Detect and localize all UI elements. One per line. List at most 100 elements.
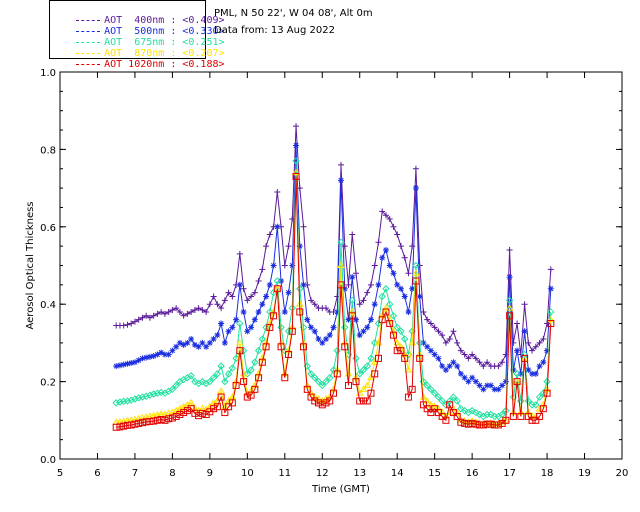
legend-item-400: AOT 400nm : <0.409> bbox=[52, 3, 225, 26]
data-point bbox=[486, 419, 495, 426]
data-point bbox=[435, 328, 442, 335]
data-point bbox=[510, 366, 517, 373]
date-text: Data from: 13 Aug 2022 bbox=[214, 25, 335, 36]
data-point bbox=[453, 412, 461, 420]
data-point bbox=[348, 312, 356, 320]
data-point bbox=[281, 308, 288, 315]
data-point bbox=[263, 293, 270, 300]
data-point bbox=[254, 346, 263, 355]
data-point bbox=[188, 336, 195, 343]
data-point bbox=[127, 421, 135, 429]
data-point bbox=[371, 301, 378, 308]
data-point bbox=[273, 285, 281, 293]
data-point bbox=[367, 389, 375, 397]
data-point bbox=[259, 266, 266, 273]
data-point bbox=[367, 316, 374, 323]
legend-item-870: AOT 870nm : <0.207> bbox=[52, 36, 225, 59]
data-point bbox=[258, 335, 267, 343]
data-point bbox=[539, 405, 547, 413]
data-point bbox=[532, 343, 539, 350]
x-tick-label: 10 bbox=[241, 468, 254, 479]
data-point bbox=[218, 320, 225, 327]
data-point bbox=[404, 366, 413, 373]
data-point bbox=[435, 355, 442, 362]
data-point bbox=[535, 404, 544, 412]
data-point bbox=[439, 363, 446, 370]
data-point bbox=[359, 366, 368, 374]
data-point bbox=[386, 216, 393, 223]
data-point bbox=[274, 223, 281, 230]
data-point bbox=[146, 417, 154, 425]
data-point bbox=[214, 301, 221, 308]
data-point bbox=[326, 332, 333, 339]
legend-label-400: AOT 400nm : <0.409> bbox=[104, 15, 225, 26]
data-point bbox=[464, 420, 472, 428]
data-point bbox=[389, 331, 397, 339]
data-point bbox=[184, 339, 191, 346]
legend-swatch-675 bbox=[76, 41, 101, 43]
data-point bbox=[314, 395, 323, 402]
data-point bbox=[453, 408, 462, 416]
series-line-1 bbox=[116, 145, 552, 391]
data-point bbox=[127, 396, 135, 404]
data-point bbox=[352, 354, 360, 363]
data-point bbox=[146, 391, 154, 399]
data-point bbox=[514, 320, 521, 327]
data-point bbox=[135, 316, 142, 323]
data-point bbox=[255, 308, 262, 315]
data-point bbox=[513, 370, 521, 378]
data-point bbox=[412, 165, 419, 172]
data-point bbox=[461, 351, 468, 358]
data-point bbox=[531, 412, 540, 419]
data-point bbox=[524, 412, 532, 420]
data-point bbox=[371, 262, 378, 269]
data-point bbox=[401, 354, 409, 362]
data-point bbox=[450, 328, 457, 335]
data-point bbox=[333, 370, 341, 378]
data-point bbox=[431, 405, 439, 413]
data-point bbox=[225, 289, 232, 296]
data-point bbox=[535, 393, 544, 401]
data-point bbox=[161, 351, 168, 358]
data-point bbox=[547, 266, 554, 273]
data-point bbox=[311, 301, 318, 308]
data-point bbox=[326, 397, 334, 405]
data-point bbox=[169, 307, 176, 314]
data-point bbox=[293, 123, 300, 130]
data-point bbox=[416, 293, 423, 300]
data-point bbox=[472, 378, 479, 385]
data-point bbox=[400, 335, 409, 343]
data-point bbox=[112, 399, 120, 407]
data-point bbox=[176, 410, 184, 418]
data-point bbox=[525, 366, 532, 373]
data-point bbox=[461, 374, 468, 381]
data-point bbox=[285, 289, 292, 296]
data-point bbox=[442, 339, 449, 346]
data-point bbox=[480, 363, 487, 370]
data-point bbox=[483, 420, 491, 428]
data-point bbox=[394, 231, 401, 238]
data-point bbox=[502, 378, 509, 385]
data-point bbox=[528, 412, 536, 419]
x-tick-label: 11 bbox=[278, 468, 291, 479]
data-point bbox=[180, 409, 188, 417]
data-point bbox=[131, 420, 139, 428]
data-point bbox=[475, 410, 484, 419]
data-point bbox=[116, 398, 124, 406]
y-tick-label: 0.4 bbox=[40, 300, 56, 311]
data-point bbox=[288, 327, 296, 335]
data-point bbox=[143, 312, 150, 319]
data-point bbox=[131, 359, 138, 366]
data-point bbox=[143, 354, 150, 361]
data-point bbox=[438, 397, 446, 405]
data-point bbox=[434, 393, 443, 401]
data-point bbox=[251, 358, 259, 366]
data-point bbox=[255, 277, 262, 284]
data-point bbox=[247, 366, 255, 374]
data-point bbox=[240, 308, 247, 315]
data-point bbox=[228, 399, 236, 407]
data-point bbox=[229, 324, 236, 331]
data-point bbox=[169, 347, 176, 354]
data-point bbox=[292, 172, 300, 180]
x-tick-label: 7 bbox=[132, 468, 138, 479]
